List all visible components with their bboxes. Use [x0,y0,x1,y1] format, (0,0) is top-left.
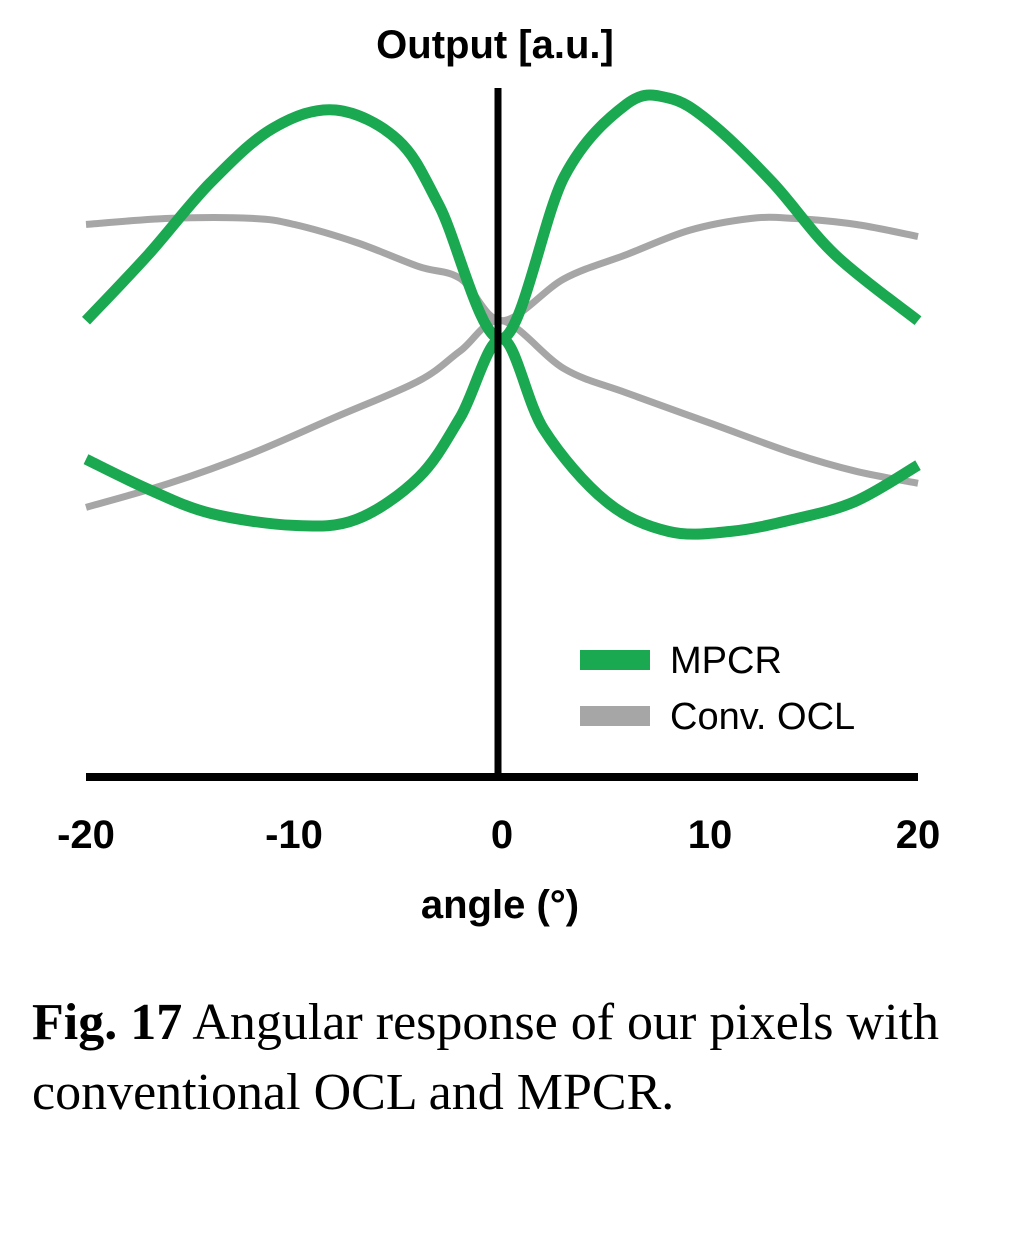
angular-response-chart: Output [a.u.] -20 -10 0 10 20 angle (°) MPCR… [57,23,940,927]
x-tick-label: 10 [688,813,733,857]
legend-label-conv-ocl: Conv. OCL [670,696,855,738]
x-tick-label: -10 [265,813,323,857]
x-tick-label: 20 [896,813,941,857]
x-tick-label: 0 [491,813,513,857]
figure-label: Fig. 17 [32,994,183,1051]
series-line-conv-ocl-1 [85,213,919,325]
series-lines [82,89,922,540]
legend-label-mpcr: MPCR [670,640,782,682]
caption-text: Angular response of our pixels with conv… [32,994,939,1121]
series-line-mpcr-2 [83,333,921,540]
x-axis-label: angle (°) [421,883,579,927]
x-tick-labels: -20 -10 0 10 20 [57,813,940,857]
y-axis-label: Output [a.u.] [376,23,614,67]
legend: MPCR Conv. OCL [580,640,855,738]
series-line-conv-ocl-2 [85,317,919,511]
x-tick-label: -20 [57,813,115,857]
figure-caption: Fig. 17 Angular response of our pixels w… [32,988,992,1128]
